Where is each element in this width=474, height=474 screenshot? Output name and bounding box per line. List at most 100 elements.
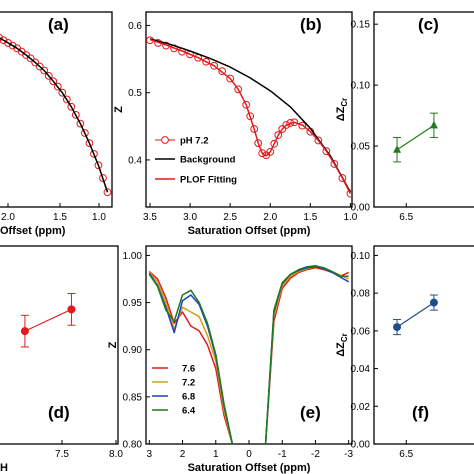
x-axis-label: Saturation Offset (ppm) [188,225,311,237]
legend: 7.6 7.2 6.8 6.4 [152,364,196,417]
data-point [290,118,299,127]
y-axis-label-main: ΔZ [335,106,347,121]
data-point [346,189,352,198]
data-point [0,33,3,42]
legend-label: 6.4 [182,406,196,417]
trend-line [396,124,435,151]
legend-label: pH 7.2 [180,136,209,147]
series-line-6.4 [148,265,349,444]
series-line-PLOF Fitting [149,38,352,194]
panel-b: 3.5 3.0 2.5 2.0 1.5 1.0 0.4 0.5 0.6 Saturation Of… [113,11,358,237]
data-point [76,119,85,128]
x-tick-label: 1 [213,449,219,460]
data-point [35,62,44,71]
data-point [44,71,53,80]
data-point [94,161,103,170]
legend: pH 7.2 Background PLOF Fitting [155,136,237,186]
panel-f: 6.5 0.00 0.02 0.04 0.06 0.08 0.10 ΔZCr (f) [335,245,474,460]
y-axis-label: ΔZCr [335,333,349,357]
panel-d: 7.5 8.0 H (d) [0,245,123,474]
y-tick-label: 0.4 [128,155,142,166]
series-line-7.6 [148,266,350,444]
data-point [258,149,267,158]
data-point [49,77,58,86]
data-point [210,61,219,70]
panel-f-frame [373,245,474,445]
data-point [234,85,243,94]
y-axis-label: ΔZCr [335,98,349,122]
panel-a-data [0,33,112,197]
data-point [429,298,438,307]
x-tick-label: 1.0 [92,212,106,223]
y-axis-label: Z [107,341,119,348]
y-axis-label-main: Z [107,341,119,348]
y-tick-label: 0.95 [123,298,143,309]
data-point [103,188,112,197]
x-tick-label: -2 [311,449,320,460]
panel-a: 2.0 1.5 1.0 Offset (ppm) (a) [0,11,113,237]
x-tick-label: 3.0 [183,212,197,223]
panel-e-data [148,265,350,444]
y-tick-label: 0.10 [351,81,371,92]
y-axis-label-main: Z [113,106,125,113]
y-tick-label: 0.05 [351,142,371,153]
legend-label: 7.6 [182,364,195,375]
panel-label: (e) [300,403,321,422]
x-tick-label: 0 [246,449,252,460]
data-point [393,323,402,332]
data-point [58,88,67,97]
x-tick-label: 2 [180,449,186,460]
data-point [26,54,35,63]
x-tick-label: -3 [344,449,353,460]
x-axis-label: Offset (ppm) [0,225,66,237]
x-tick-label: 6.5 [399,212,413,223]
x-tick-label: 3.5 [143,212,157,223]
x-tick-label: -1 [278,449,287,460]
panel-label: (c) [418,15,439,34]
data-point [338,174,347,182]
x-tick-label: 2.0 [263,212,277,223]
x-tick-label: 1.5 [53,212,67,223]
panel-a-frame [0,11,113,208]
panel-c: 6.5 0.00 0.05 0.10 0.15 ΔZCr (c) [335,11,474,223]
panel-label: (d) [48,403,70,422]
y-tick-label: 0.80 [123,440,143,451]
data-point [330,160,339,168]
y-axis-label: Z [113,106,125,113]
data-point [99,174,107,182]
x-tick-label: 1.5 [303,212,317,223]
data-point [31,58,40,67]
panel-e: 3 2 1 0 -1 -2 -3 0.80 0.85 0.90 0.95 1.00 Saturation… [107,245,354,474]
data-point [202,57,211,66]
legend-swatch-marker [161,136,169,144]
y-tick-label: 1.00 [123,251,143,262]
data-point [90,149,98,158]
y-axis-label-sub: Cr [340,98,349,107]
y-tick-label: 0.04 [351,364,371,375]
series-line-Background [149,38,352,193]
data-point [282,121,291,129]
legend-label: Background [180,155,236,166]
data-point [278,125,287,133]
y-tick-label: 0.90 [123,345,143,356]
data-point [429,120,438,129]
y-tick-label: 0.00 [351,440,371,451]
data-point [242,100,251,109]
trend-line [24,308,72,332]
panel-e-frame [145,245,353,445]
data-point [322,147,331,156]
data-point [314,136,323,145]
y-tick-label: 0.85 [123,392,143,403]
data-point [85,139,94,148]
data-point [62,95,71,104]
x-axis-label: H [0,462,8,474]
data-point [80,129,89,137]
y-tick-label: 0.08 [351,289,371,300]
data-point [0,36,8,45]
data-point [67,305,76,314]
data-point [250,125,259,133]
data-point [67,102,76,111]
series-line-7.2 [148,265,350,444]
y-tick-label: 0.06 [351,326,371,337]
